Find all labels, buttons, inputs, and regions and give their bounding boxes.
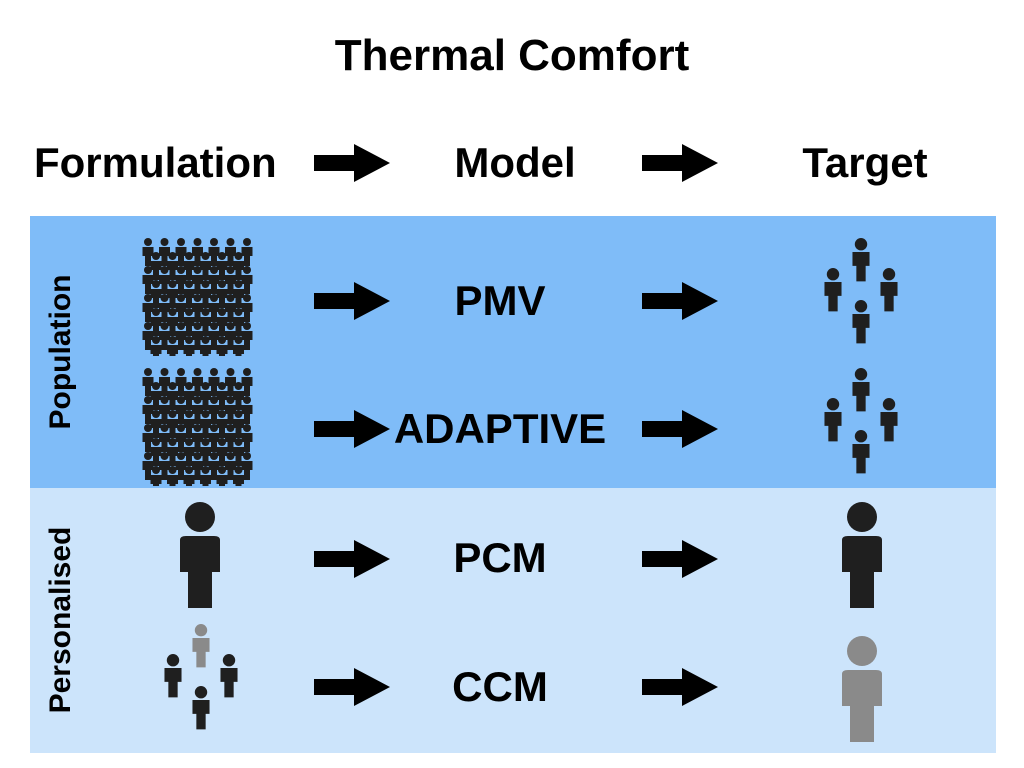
personalised-label: Personalised	[44, 526, 77, 714]
person-icon	[832, 500, 892, 610]
arrow-right-icon	[314, 540, 390, 578]
group-icon	[164, 624, 238, 730]
crowd-icon	[142, 238, 253, 356]
model-pcm: PCM	[453, 534, 547, 581]
arrow-right-icon	[642, 668, 718, 706]
model-adaptive: ADAPTIVE	[393, 405, 607, 452]
arrow-right-icon	[314, 282, 390, 320]
person-icon	[170, 500, 230, 610]
header-formulation: Formulation	[34, 139, 277, 186]
model-ccm: CCM	[452, 663, 548, 710]
arrow-right-icon	[314, 144, 390, 182]
diagram-title: Thermal Comfort	[334, 31, 690, 80]
person-icon	[832, 634, 892, 744]
arrow-right-icon	[642, 282, 718, 320]
arrow-right-icon	[314, 668, 390, 706]
population-label: Population	[44, 274, 77, 430]
arrow-right-icon	[314, 410, 390, 448]
header-target: Target	[802, 139, 928, 186]
model-pmv: PMV	[454, 277, 546, 324]
arrow-right-icon	[642, 540, 718, 578]
group-icon	[824, 238, 898, 344]
group-icon	[824, 368, 898, 474]
arrow-right-icon	[642, 410, 718, 448]
arrow-right-icon	[642, 144, 718, 182]
crowd-icon	[142, 368, 253, 486]
header-model: Model	[454, 139, 576, 186]
personalised-band	[30, 488, 996, 753]
